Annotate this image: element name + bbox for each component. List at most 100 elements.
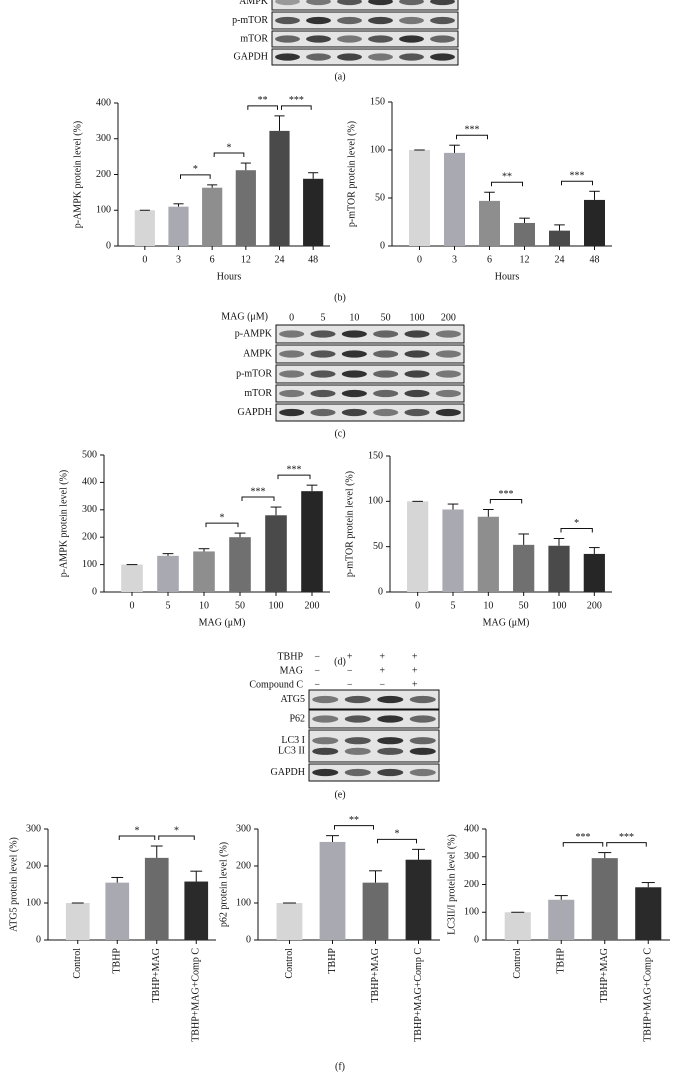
blot-band — [373, 350, 399, 358]
error-bar — [449, 144, 460, 153]
y-tick-label: 200 — [82, 531, 97, 542]
error-bar — [207, 184, 218, 188]
blot-frame — [308, 709, 440, 729]
x-tick-label: Control — [72, 948, 83, 979]
blot-band — [368, 0, 393, 6]
blot-band — [368, 35, 393, 43]
significance-bracket — [118, 835, 156, 841]
blot-row-label: ATG5 — [281, 694, 305, 705]
bar — [514, 222, 535, 246]
blot-band — [275, 53, 300, 61]
blot-band — [344, 768, 371, 777]
blot-band — [341, 350, 367, 358]
error-bar — [162, 553, 174, 556]
blot-band — [399, 35, 424, 43]
bar — [409, 150, 430, 246]
y-axis-label: p62 protein level (%) — [218, 842, 229, 927]
treatment-sign: − — [314, 665, 320, 676]
error-bar — [270, 506, 282, 516]
blot-row-label: AMPK — [239, 0, 269, 7]
blot-band — [310, 370, 336, 378]
blot-frame — [275, 384, 465, 403]
y-tick-label: 0 — [380, 240, 385, 251]
significance-bracket — [377, 838, 417, 844]
blot-row-label: mTOR — [244, 388, 272, 399]
blot-band — [399, 16, 424, 25]
x-tick-label: TBHP+MAG — [370, 948, 381, 1003]
blot-band — [368, 16, 393, 25]
significance-label: *** — [499, 489, 514, 500]
bar — [301, 491, 323, 592]
y-axis-label: p-AMPK protein level (%) — [72, 121, 83, 228]
blot-frame — [275, 324, 465, 344]
significance-bracket — [277, 474, 311, 480]
significance-bracket — [561, 180, 593, 186]
blot-band — [430, 53, 455, 61]
bar — [202, 187, 223, 246]
y-tick-label: 100 — [236, 897, 251, 908]
error-bar — [308, 172, 319, 179]
blot-band — [435, 350, 461, 358]
blot-band — [312, 715, 339, 723]
blot-band — [306, 53, 331, 61]
blot-band — [341, 389, 367, 398]
x-tick-label: 6 — [487, 254, 492, 265]
y-tick-label: 100 — [368, 496, 383, 507]
blot-band — [404, 389, 430, 398]
y-tick-label: 200 — [96, 169, 111, 180]
treatment-sign: + — [379, 665, 385, 676]
blot-band — [430, 35, 455, 43]
y-tick-label: 100 — [96, 205, 111, 216]
panel-label: (b) — [334, 292, 346, 303]
y-tick-label: 0 — [246, 934, 251, 945]
bar — [276, 903, 303, 940]
blot-frame — [308, 689, 440, 710]
treatment-label: TBHP — [277, 651, 303, 662]
x-tick-label: 0 — [142, 254, 147, 265]
blot-band — [430, 16, 455, 25]
blot-band — [404, 370, 430, 378]
x-tick-label: TBHP — [112, 948, 123, 974]
blot-frame — [308, 729, 440, 763]
error-bar — [553, 538, 565, 546]
y-tick-label: 400 — [82, 477, 97, 488]
treatment-label: MAG — [280, 665, 303, 676]
blot-band — [344, 737, 371, 745]
x-axis-label: Hours — [217, 271, 242, 282]
blot-band — [435, 408, 461, 417]
treatment-sign: + — [379, 651, 385, 662]
treatment-sign: − — [379, 679, 385, 690]
error-bar — [519, 217, 530, 223]
significance-label: * — [395, 829, 400, 840]
x-tick-label: 100 — [269, 600, 284, 611]
significance-label: ** — [258, 95, 268, 106]
panel-label: (a) — [334, 71, 345, 82]
blot-band — [344, 715, 371, 723]
bar — [504, 912, 531, 940]
blot-band — [368, 53, 393, 61]
blot-band — [373, 408, 399, 417]
blot-band — [279, 408, 305, 417]
significance-label: ** — [349, 815, 359, 826]
bar — [548, 899, 575, 940]
x-tick-label: TBHP+MAG+Comp C — [191, 948, 202, 1042]
error-bar — [483, 508, 494, 517]
x-tick-label: TBHP+MAG — [151, 948, 162, 1003]
blot-row-label: P62 — [289, 713, 305, 724]
y-tick-label: 50 — [375, 192, 385, 203]
y-tick-label: 0 — [378, 586, 383, 597]
blot-band — [373, 389, 399, 398]
significance-bracket — [606, 842, 647, 847]
blot-row-label: GAPDH — [238, 407, 272, 418]
treatment-sign: + — [412, 665, 418, 676]
y-tick-label: 300 — [82, 504, 97, 515]
bar — [168, 206, 189, 246]
blot-band — [306, 35, 331, 43]
significance-label: *** — [619, 832, 634, 843]
significance-label: *** — [576, 832, 591, 843]
blot-band — [279, 350, 305, 358]
x-tick-label: 0 — [130, 600, 135, 611]
blot-band — [435, 389, 461, 398]
blot-band — [312, 747, 339, 755]
